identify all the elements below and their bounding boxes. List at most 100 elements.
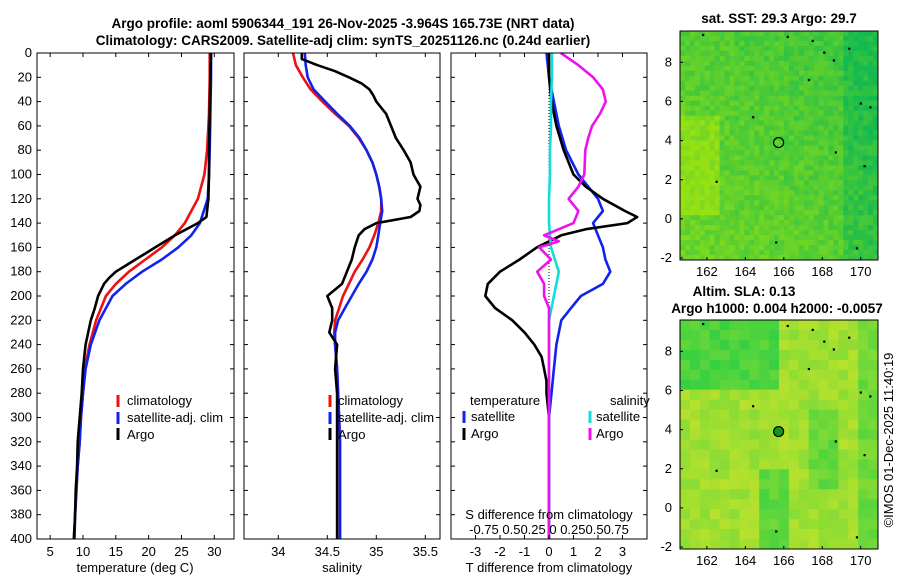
heatmap-cell: [808, 185, 815, 191]
heatmap-cell: [788, 449, 800, 460]
heatmap-cell: [694, 65, 701, 72]
heatmap-cell: [798, 205, 805, 211]
heatmap-cell: [754, 115, 760, 122]
heatmap-cell: [828, 320, 839, 331]
heatmap-cell: [783, 90, 790, 97]
heatmap-cell: [754, 220, 760, 226]
heatmap-cell: [749, 449, 760, 460]
heatmap-cell: [873, 115, 879, 122]
heatmap-cell: [808, 215, 815, 221]
heatmap-cell: [699, 50, 706, 57]
depth-tick-label: 320: [10, 434, 32, 449]
heatmap-cell: [769, 95, 775, 102]
heatmap-cell: [788, 105, 795, 112]
heatmap-cell: [779, 125, 785, 131]
heatmap-cell: [793, 165, 800, 171]
heatmap-cell: [729, 529, 740, 540]
heatmap-cell: [774, 205, 780, 211]
heatmap-cell: [868, 359, 879, 371]
heatmap-cell: [838, 439, 849, 450]
heatmap-cell: [739, 320, 750, 331]
heatmap-cell: [704, 225, 711, 231]
heatmap-cell: [798, 65, 805, 72]
heatmap-cell: [838, 250, 844, 256]
heatmap-cell: [734, 105, 740, 112]
island-dot: [863, 454, 866, 457]
heatmap-cell: [808, 519, 819, 530]
heatmap-cell: [724, 200, 730, 206]
heatmap-cell: [818, 75, 824, 82]
heatmap-cell: [788, 399, 800, 411]
heatmap-cell: [873, 235, 879, 241]
heatmap-cell: [848, 479, 859, 490]
heatmap-cell: [759, 155, 765, 161]
heatmap-cell: [689, 539, 701, 550]
heatmap-cell: [749, 245, 755, 251]
heatmap-cell: [853, 155, 859, 161]
heatmap-cell: [803, 195, 810, 201]
heatmap-cell: [788, 230, 795, 236]
heatmap-cell: [749, 135, 755, 141]
depth-tick-label: 120: [10, 191, 32, 206]
heatmap-cell: [759, 489, 770, 500]
x-tick-label: 162: [696, 553, 718, 568]
heatmap-cell: [719, 509, 730, 520]
heatmap-cell: [749, 40, 755, 47]
heatmap-cell: [848, 205, 854, 211]
heatmap-cell: [828, 165, 834, 171]
heatmap-cell: [808, 40, 815, 47]
heatmap-cell: [744, 230, 750, 236]
heatmap-cell: [803, 75, 810, 82]
heatmap-cell: [744, 255, 750, 261]
heatmap-cell: [739, 210, 745, 216]
heatmap-cell: [759, 35, 765, 42]
heatmap-cell: [749, 155, 755, 161]
heatmap-cell: [779, 205, 785, 211]
heatmap-cell: [764, 90, 770, 97]
heatmap-cell: [788, 439, 800, 450]
heatmap-cell: [843, 210, 849, 216]
heatmap-cell: [729, 215, 735, 221]
heatmap-cell: [694, 210, 701, 216]
heatmap-cell: [689, 170, 696, 176]
heatmap-cell: [788, 170, 795, 176]
heatmap-cell: [764, 55, 770, 62]
heatmap-cell: [724, 120, 730, 126]
heatmap-cell: [749, 31, 755, 37]
heatmap-cell: [779, 389, 790, 401]
heatmap-cell: [803, 140, 810, 146]
heatmap-cell: [813, 95, 819, 102]
heatmap-cell: [779, 55, 785, 62]
x-tick-label: 164: [735, 553, 757, 568]
heatmap-cell: [828, 150, 834, 156]
heatmap-cell: [739, 145, 745, 151]
heatmap-cell: [759, 240, 765, 246]
heatmap-cell: [724, 105, 730, 112]
heatmap-cell: [774, 200, 780, 206]
depth-tick-label: 80: [18, 142, 32, 157]
heatmap-cell: [744, 195, 750, 201]
heatmap-cell: [729, 359, 740, 371]
heatmap-cell: [684, 100, 691, 107]
heatmap-cell: [689, 245, 696, 251]
heatmap-cell: [759, 529, 770, 540]
heatmap-cell: [828, 170, 834, 176]
heatmap-cell: [808, 369, 819, 381]
heatmap-cell: [734, 60, 740, 67]
heatmap-cell: [684, 195, 691, 201]
heatmap-cell: [833, 195, 839, 201]
heatmap-cell: [808, 31, 815, 37]
heatmap-cell: [873, 105, 879, 112]
heatmap-cell: [838, 220, 844, 226]
heatmap-cell: [774, 45, 780, 52]
heatmap-cell: [843, 70, 849, 77]
heatmap-cell: [828, 100, 834, 107]
heatmap-cell: [873, 160, 879, 166]
heatmap-cell: [848, 50, 854, 57]
heatmap-cell: [774, 230, 780, 236]
heatmap-cell: [868, 240, 874, 246]
heatmap-cell: [808, 499, 819, 510]
heatmap-cell: [744, 225, 750, 231]
heatmap-cell: [709, 399, 720, 411]
heatmap-cell: [724, 60, 730, 67]
